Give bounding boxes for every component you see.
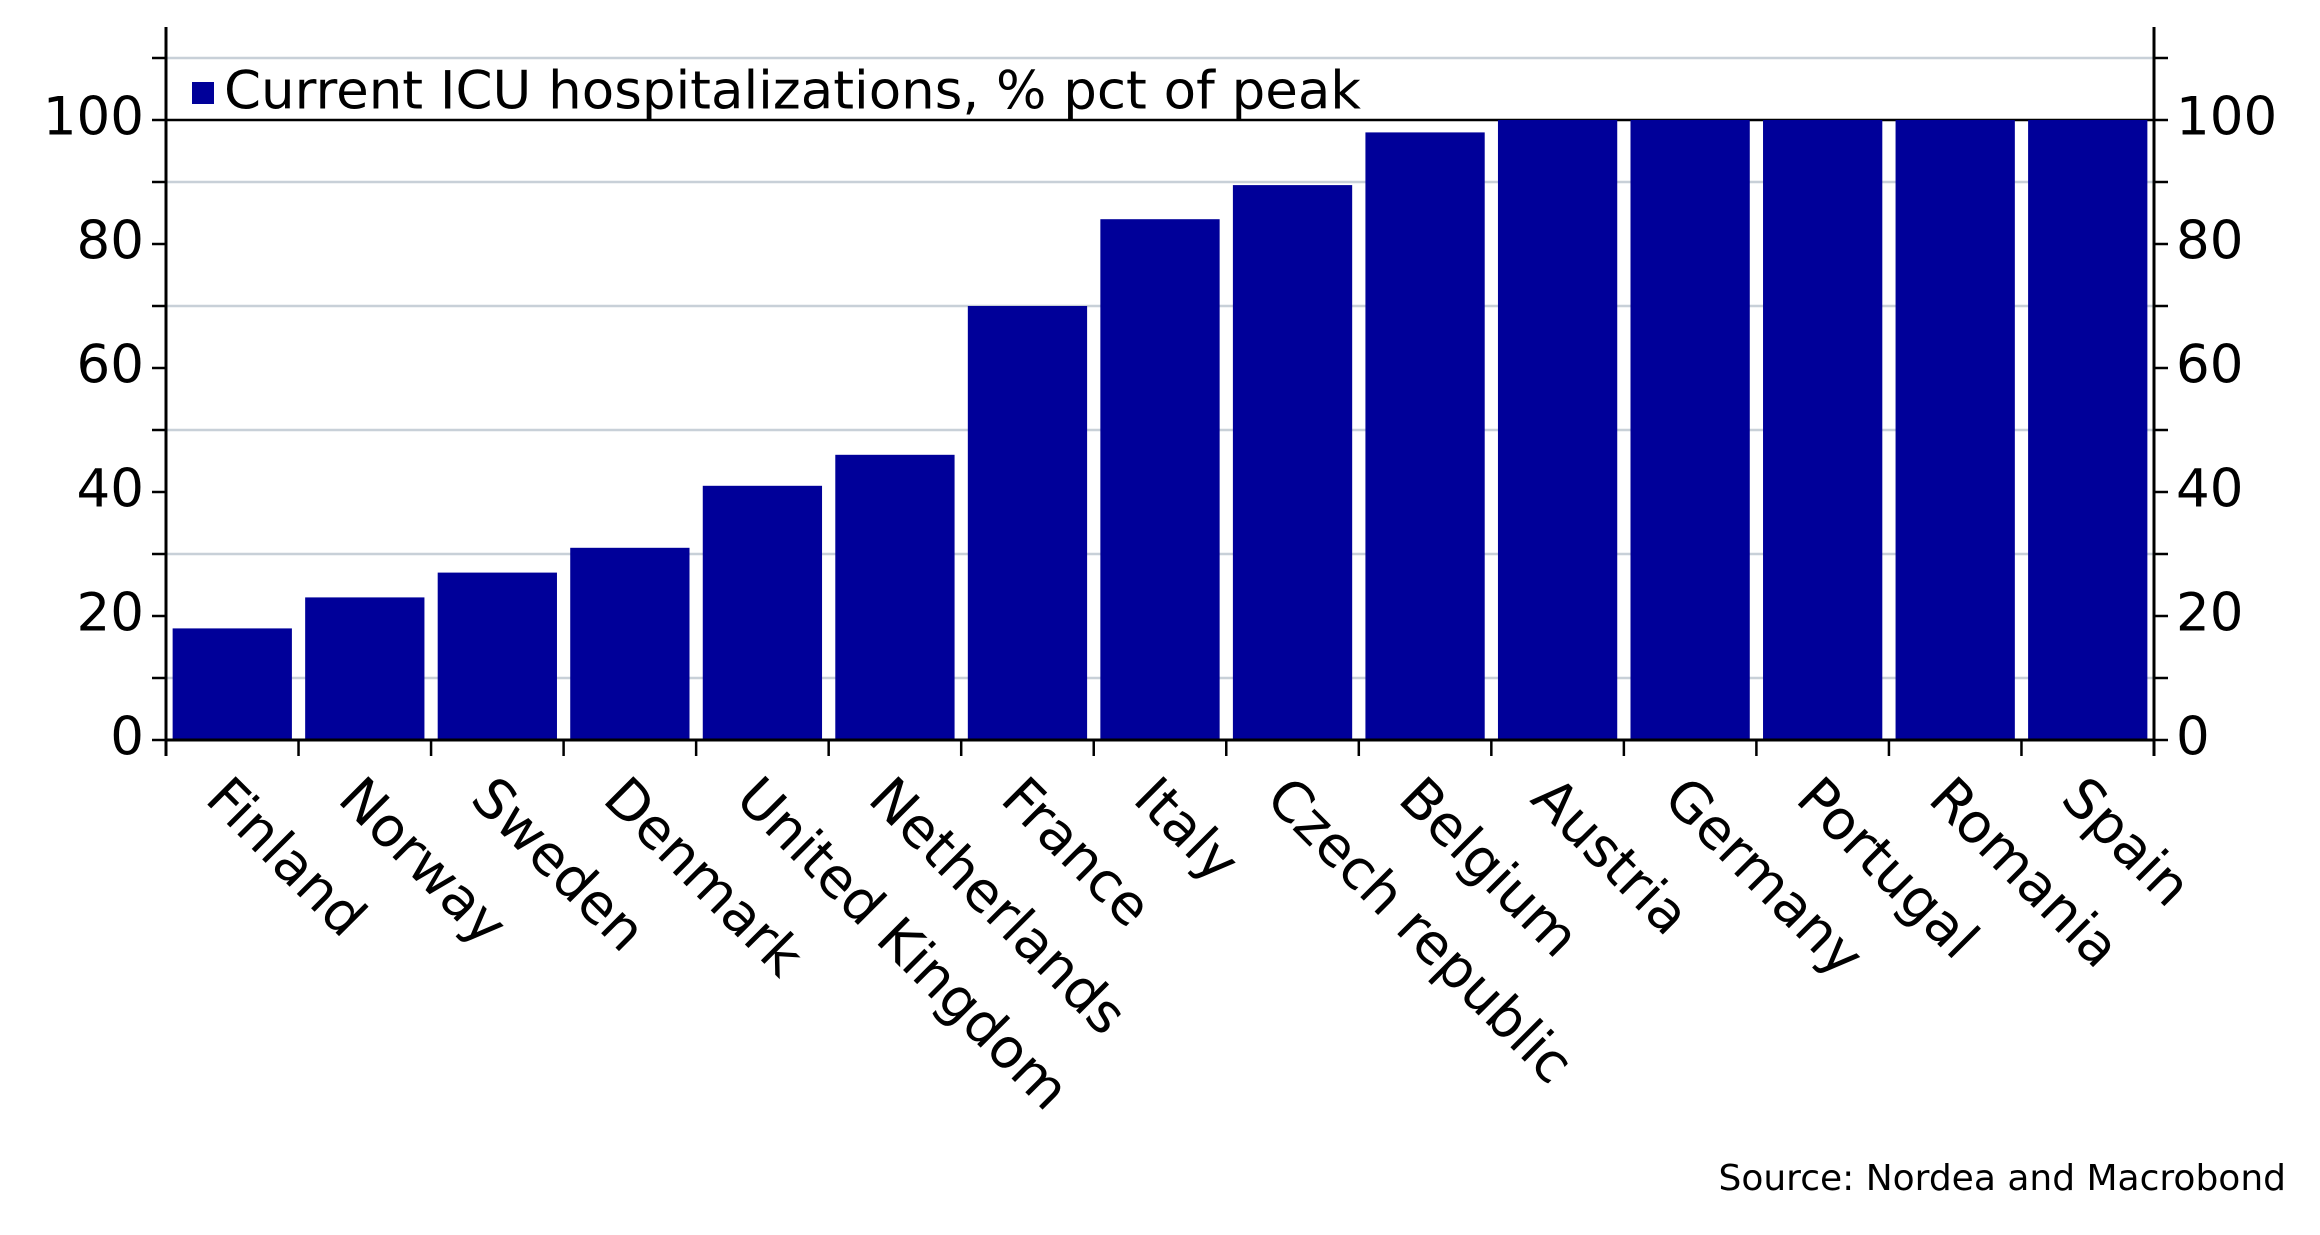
bar bbox=[1232, 185, 1353, 741]
bar bbox=[835, 454, 955, 740]
bar bbox=[1630, 120, 1750, 740]
bar bbox=[1763, 120, 1883, 740]
bar bbox=[2028, 120, 2148, 740]
y-tick-label: 80 bbox=[77, 211, 144, 272]
y2-tick-label: 80 bbox=[2176, 211, 2243, 272]
y-tick-label: 0 bbox=[110, 707, 144, 768]
bar bbox=[967, 306, 1088, 740]
y-tick-label: 100 bbox=[43, 87, 144, 148]
legend-label: Current ICU hospitalizations, % pct of p… bbox=[224, 61, 1361, 122]
y2-tick-label: 60 bbox=[2176, 335, 2243, 396]
y2-tick-label: 100 bbox=[2176, 87, 2277, 148]
bar bbox=[437, 572, 557, 740]
y-tick-label: 40 bbox=[77, 459, 144, 520]
bar bbox=[172, 628, 292, 740]
bar bbox=[570, 547, 690, 740]
y2-tick-label: 40 bbox=[2176, 459, 2243, 520]
bar bbox=[1365, 132, 1485, 740]
bar bbox=[305, 597, 425, 740]
y-tick-label: 20 bbox=[77, 583, 144, 644]
bar bbox=[702, 485, 823, 740]
y-tick-label: 60 bbox=[77, 335, 144, 396]
bar bbox=[1895, 120, 2015, 740]
bar bbox=[1497, 120, 1618, 740]
legend-swatch bbox=[192, 82, 214, 104]
y2-tick-label: 0 bbox=[2176, 707, 2210, 768]
source-note: Source: Nordea and Macrobond bbox=[1718, 1158, 2286, 1199]
y2-tick-label: 20 bbox=[2176, 583, 2243, 644]
bar bbox=[1100, 219, 1220, 740]
